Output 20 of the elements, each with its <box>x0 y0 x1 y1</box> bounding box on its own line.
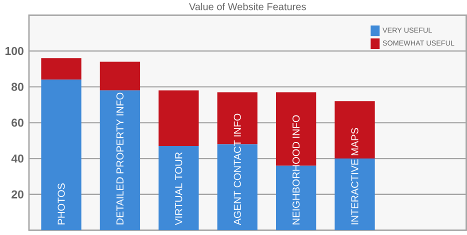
bar <box>334 101 375 159</box>
y-tick-label: 100 <box>6 46 24 56</box>
x-tick-label: NEIGHBORHOOD INFO <box>292 115 300 224</box>
x-tick-label: DETAILED PROPERTY INFO <box>116 92 124 224</box>
x-tick-label: PHOTOS <box>58 183 65 224</box>
bar <box>158 146 199 230</box>
bar <box>334 158 375 230</box>
x-tick-label: VIRTUAL TOUR <box>175 152 182 226</box>
y-tick-label: 80 <box>12 82 24 91</box>
bar <box>41 80 82 230</box>
y-tick-label: 40 <box>11 154 24 163</box>
y-tick-label: 20 <box>12 190 24 198</box>
y-tick-label: 60 <box>12 118 24 127</box>
x-tick-label: AGENT CONTACT INFO <box>234 114 241 226</box>
x-tick-label: INTERACTIVE MAPS <box>351 128 358 224</box>
chart-title: Value of Website Features <box>189 2 306 10</box>
bar <box>41 58 82 80</box>
bar <box>100 90 140 230</box>
bar <box>100 62 140 90</box>
bar <box>158 90 199 146</box>
